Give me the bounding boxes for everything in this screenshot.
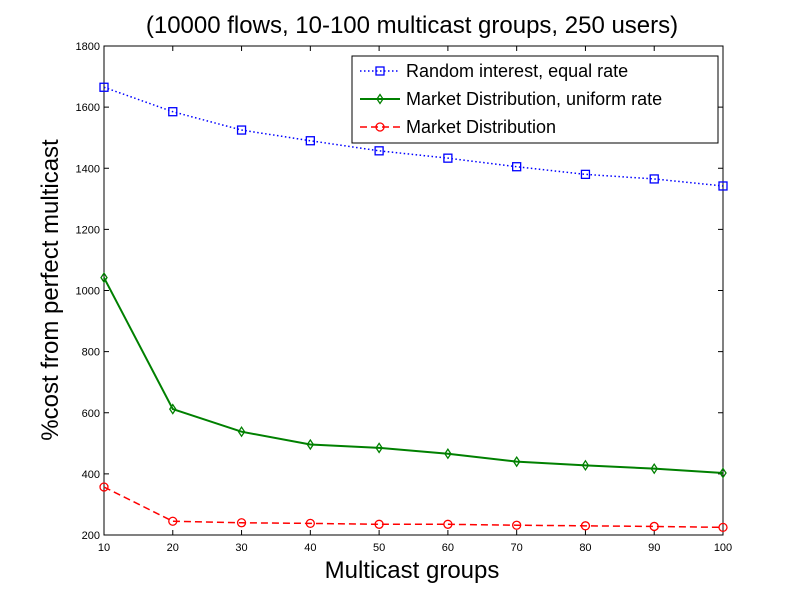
y-tick-label: 200 bbox=[82, 530, 100, 542]
data-point-circle bbox=[168, 516, 178, 526]
data-point-circle bbox=[375, 122, 385, 132]
data-point-circle bbox=[512, 520, 522, 530]
data-point-diamond bbox=[376, 93, 384, 105]
x-tick-label: 20 bbox=[167, 542, 179, 554]
data-point-circle bbox=[305, 518, 315, 529]
legend: Random interest, equal rate Market Distri… bbox=[351, 55, 719, 144]
series-line bbox=[103, 486, 724, 529]
data-point-diamond bbox=[581, 459, 590, 471]
chart-title: (10000 flows, 10-100 multicast groups, 2… bbox=[146, 12, 678, 39]
y-axis-ticks: 200 400 600 800 1000 1200 1400 1600 1800 bbox=[76, 41, 723, 542]
y-tick-label: 1800 bbox=[76, 41, 100, 53]
legend-entry: Market Distribution bbox=[360, 117, 556, 137]
series-2 bbox=[99, 482, 728, 533]
x-axis-label: Multicast groups bbox=[325, 557, 500, 584]
data-point-square bbox=[168, 107, 178, 117]
data-point-diamond bbox=[168, 403, 177, 415]
legend-label: Market Distribution bbox=[406, 117, 556, 137]
y-tick-label: 800 bbox=[82, 347, 100, 359]
x-tick-label: 40 bbox=[304, 542, 316, 554]
x-tick-label: 30 bbox=[235, 542, 247, 554]
series-layer bbox=[99, 82, 728, 533]
series-1 bbox=[100, 271, 727, 479]
y-tick-label: 1200 bbox=[76, 224, 100, 236]
data-point-square bbox=[99, 82, 109, 92]
data-point-square bbox=[649, 174, 659, 184]
y-tick-label: 1000 bbox=[76, 286, 100, 298]
data-point-diamond bbox=[375, 442, 383, 454]
data-point-circle bbox=[580, 521, 591, 531]
series-line bbox=[103, 277, 724, 474]
data-point-circle bbox=[443, 519, 453, 529]
data-point-square bbox=[718, 181, 728, 191]
data-point-circle bbox=[99, 482, 109, 492]
legend-entry: Random interest, equal rate bbox=[360, 61, 628, 81]
x-tick-label: 50 bbox=[373, 542, 385, 554]
data-point-diamond bbox=[100, 271, 108, 284]
x-tick-label: 60 bbox=[442, 542, 454, 554]
x-tick-label: 90 bbox=[648, 542, 660, 554]
y-tick-label: 1400 bbox=[76, 163, 100, 175]
data-point-square bbox=[375, 66, 385, 76]
data-point-diamond bbox=[444, 448, 452, 460]
data-point-square bbox=[512, 162, 522, 172]
y-axis-label: %cost from perfect multicast bbox=[37, 139, 64, 441]
data-point-diamond bbox=[306, 438, 315, 451]
data-point-square bbox=[580, 169, 591, 180]
x-tick-label: 100 bbox=[714, 542, 732, 554]
x-tick-label: 10 bbox=[98, 542, 110, 554]
y-tick-label: 400 bbox=[82, 469, 100, 481]
data-point-circle bbox=[236, 518, 247, 528]
data-point-square bbox=[443, 153, 453, 163]
x-tick-label: 80 bbox=[579, 542, 591, 554]
x-axis-ticks: 10 20 30 40 50 60 70 80 90 100 bbox=[98, 46, 732, 554]
data-point-square bbox=[236, 125, 247, 135]
series-line bbox=[103, 86, 724, 187]
legend-entry: Market Distribution, uniform rate bbox=[360, 89, 662, 109]
data-point-circle bbox=[718, 522, 728, 533]
legend-label: Random interest, equal rate bbox=[406, 61, 628, 81]
data-point-diamond bbox=[650, 463, 659, 475]
data-point-circle bbox=[374, 519, 384, 529]
data-point-circle bbox=[649, 521, 659, 532]
data-point-diamond bbox=[237, 426, 246, 438]
x-tick-label: 70 bbox=[511, 542, 523, 554]
legend-label: Market Distribution, uniform rate bbox=[406, 89, 662, 109]
series-0 bbox=[99, 82, 728, 191]
y-tick-label: 600 bbox=[82, 408, 100, 420]
data-point-diamond bbox=[512, 455, 521, 468]
data-point-diamond bbox=[719, 467, 727, 479]
data-point-square bbox=[374, 146, 384, 156]
y-tick-label: 1600 bbox=[76, 102, 100, 114]
legend-box bbox=[351, 55, 719, 144]
data-point-square bbox=[305, 136, 315, 146]
